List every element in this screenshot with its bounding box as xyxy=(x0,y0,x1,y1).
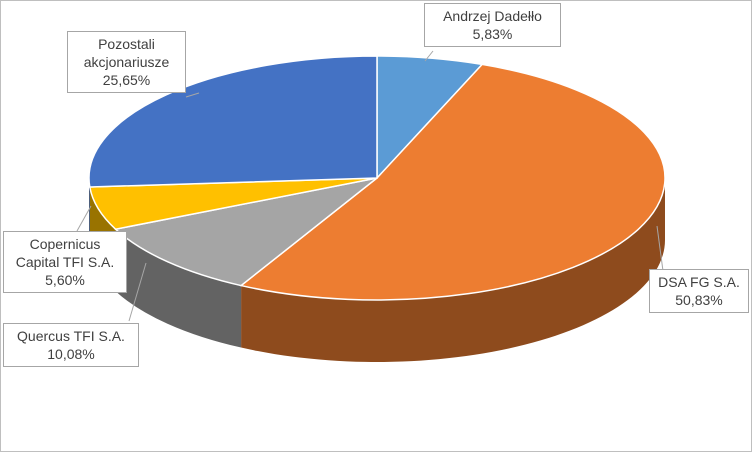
label-value: 5,83% xyxy=(472,26,513,42)
label-value: 10,08% xyxy=(47,346,95,362)
label-value: 50,83% xyxy=(675,292,723,308)
slice xyxy=(88,55,378,188)
leader-line xyxy=(128,262,147,322)
label-name: Pozostali akcjonariusze xyxy=(83,36,170,70)
data-label: Andrzej Dadełło 5,83% xyxy=(424,3,561,47)
leader-line xyxy=(185,92,200,98)
data-label: Quercus TFI S.A. 10,08% xyxy=(3,323,139,367)
label-name: Copernicus Capital TFI S.A. xyxy=(15,236,115,270)
label-name: DSA FG S.A. xyxy=(658,274,740,290)
label-name: Quercus TFI S.A. xyxy=(17,328,125,344)
leader-line xyxy=(76,205,92,232)
slice-side xyxy=(241,178,666,362)
label-name: Andrzej Dadełło xyxy=(443,8,542,24)
label-value: 5,60% xyxy=(45,272,85,288)
slice xyxy=(239,63,666,301)
data-label: Copernicus Capital TFI S.A. 5,60% xyxy=(3,231,127,293)
slice-side xyxy=(115,229,242,348)
leader-line xyxy=(656,225,664,272)
label-value: 25,65% xyxy=(102,72,151,88)
data-label: DSA FG S.A. 50,83% xyxy=(649,269,749,313)
leader-line xyxy=(424,50,434,62)
data-label: Pozostali akcjonariusze 25,65% xyxy=(67,31,186,93)
